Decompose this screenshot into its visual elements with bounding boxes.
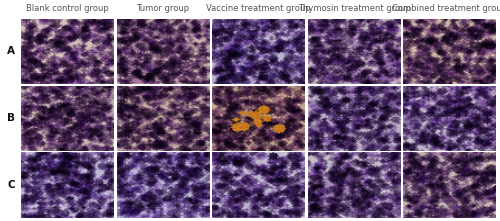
Text: C: C — [7, 180, 15, 190]
Text: Vaccine treatment group: Vaccine treatment group — [206, 4, 311, 13]
Text: Thymosin treatment group: Thymosin treatment group — [298, 4, 410, 13]
Text: Tumor group: Tumor group — [136, 4, 190, 13]
Text: B: B — [7, 113, 15, 123]
Text: A: A — [7, 46, 15, 57]
Text: Blank control group: Blank control group — [26, 4, 108, 13]
Text: Combined treatment group: Combined treatment group — [392, 4, 500, 13]
